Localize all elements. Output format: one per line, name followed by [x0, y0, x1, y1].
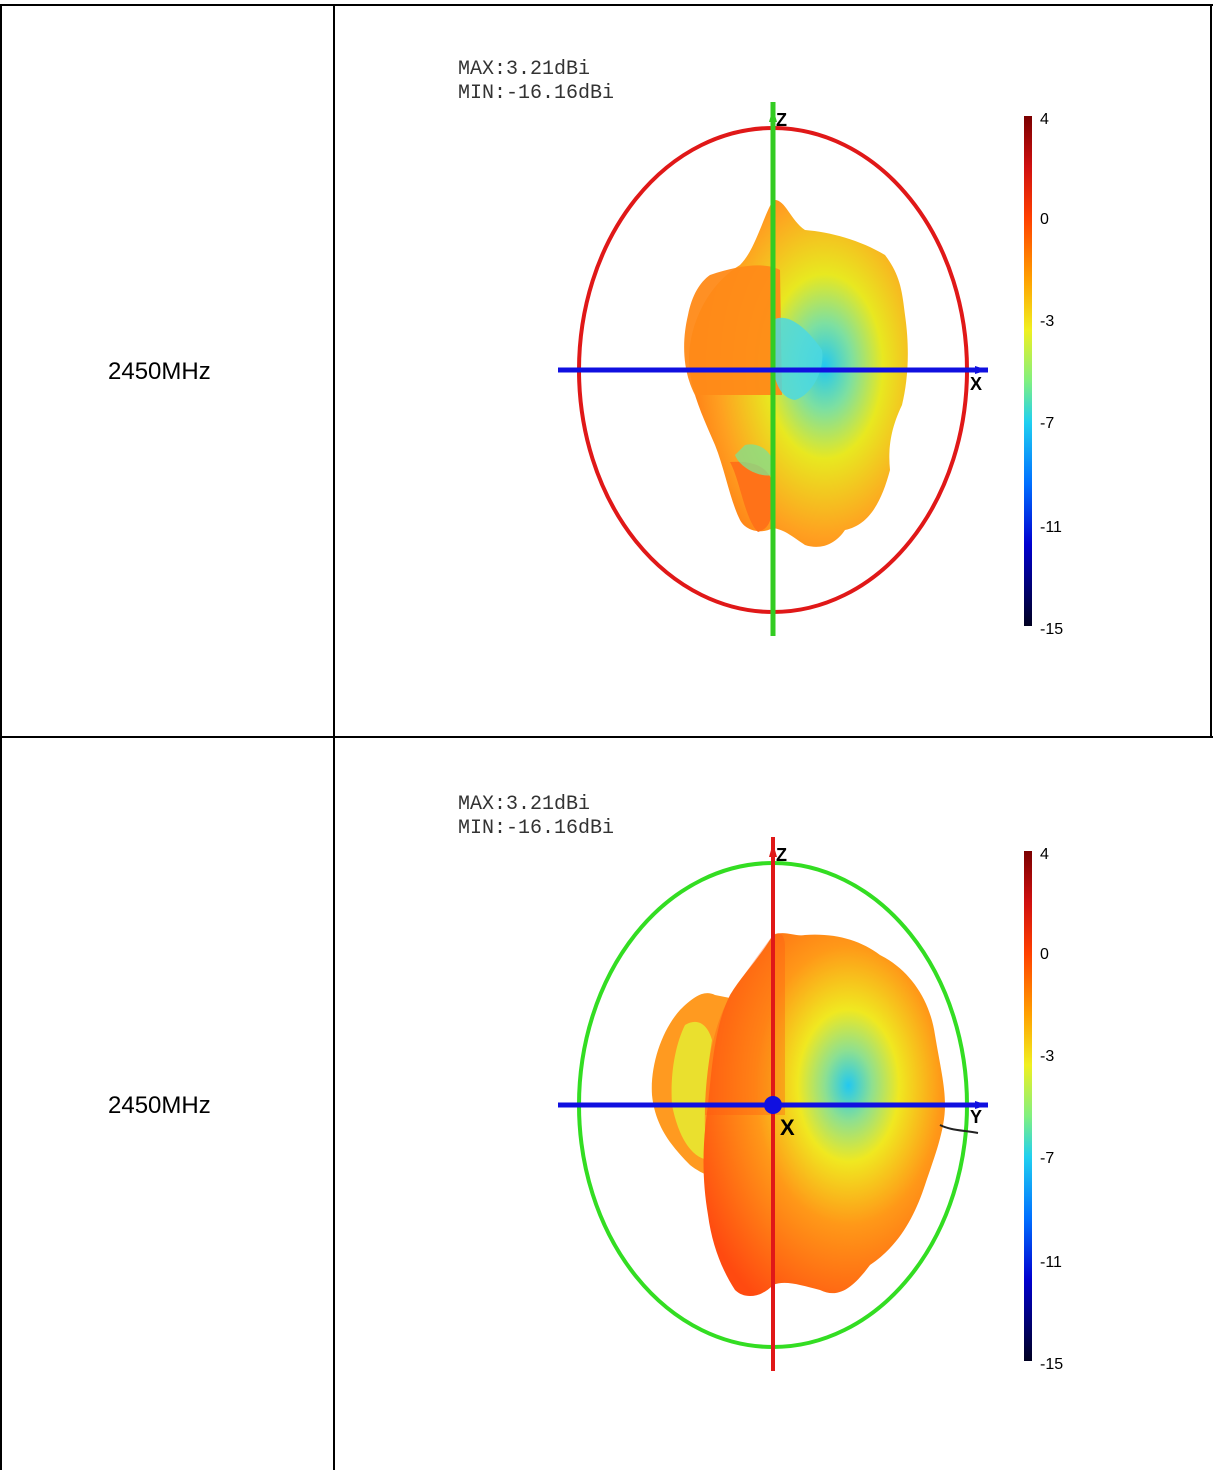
- colorbar-tick: 0: [1040, 946, 1049, 963]
- max-gain-label: MAX:3.21dBi: [458, 58, 590, 81]
- center-axis-marker: [764, 1096, 782, 1114]
- horizontal-axis-label: Y: [970, 1107, 982, 1127]
- radiation-pattern-plot: MAX:3.21dBi MIN:-16.16dBi Z Y X 4 0 -3 -…: [440, 785, 1080, 1425]
- min-gain-label: MIN:-16.16dBi: [458, 82, 614, 105]
- colorbar-tick: -7: [1040, 415, 1054, 432]
- max-gain-label: MAX:3.21dBi: [458, 793, 590, 816]
- colorbar-tick: -3: [1040, 1048, 1054, 1065]
- frequency-label: 2450MHz: [108, 358, 211, 385]
- vertical-axis-label: Z: [776, 110, 787, 130]
- center-axis-label: X: [780, 1115, 795, 1140]
- radiation-pattern-plot: MAX:3.21dBi MIN:-16.16dBi Z X 4 0 -3 -7 …: [440, 50, 1080, 690]
- min-gain-label: MIN:-16.16dBi: [458, 817, 614, 840]
- horizontal-axis-arrow: [975, 366, 988, 374]
- table-row-divider: [0, 736, 1213, 738]
- colorbar-tick: 4: [1040, 111, 1049, 128]
- colorbar-tick: 4: [1040, 846, 1049, 863]
- colorbar-tick: -15: [1040, 1356, 1063, 1373]
- colorbar-tick: -7: [1040, 1150, 1054, 1167]
- vertical-axis-arrow: [769, 843, 777, 857]
- cable-line: [939, 1124, 979, 1134]
- radiation-pattern-surface: [651, 933, 945, 1297]
- vertical-axis-arrow: [769, 108, 777, 122]
- gain-colorbar: [1024, 851, 1032, 1361]
- colorbar-tick: -11: [1040, 519, 1062, 536]
- colorbar-tick: -11: [1040, 1254, 1062, 1271]
- frequency-label: 2450MHz: [108, 1092, 211, 1119]
- vertical-axis-label: Z: [776, 845, 787, 865]
- horizontal-axis-label: X: [970, 374, 982, 394]
- horizontal-axis-arrow: [975, 1101, 988, 1109]
- radiation-pattern-surface: [684, 199, 908, 547]
- colorbar-tick: -15: [1040, 621, 1063, 638]
- colorbar-tick: 0: [1040, 211, 1049, 228]
- table-border-right: [1210, 4, 1212, 738]
- table-border-top: [0, 4, 1213, 6]
- gain-colorbar: [1024, 116, 1032, 626]
- colorbar-tick: -3: [1040, 313, 1054, 330]
